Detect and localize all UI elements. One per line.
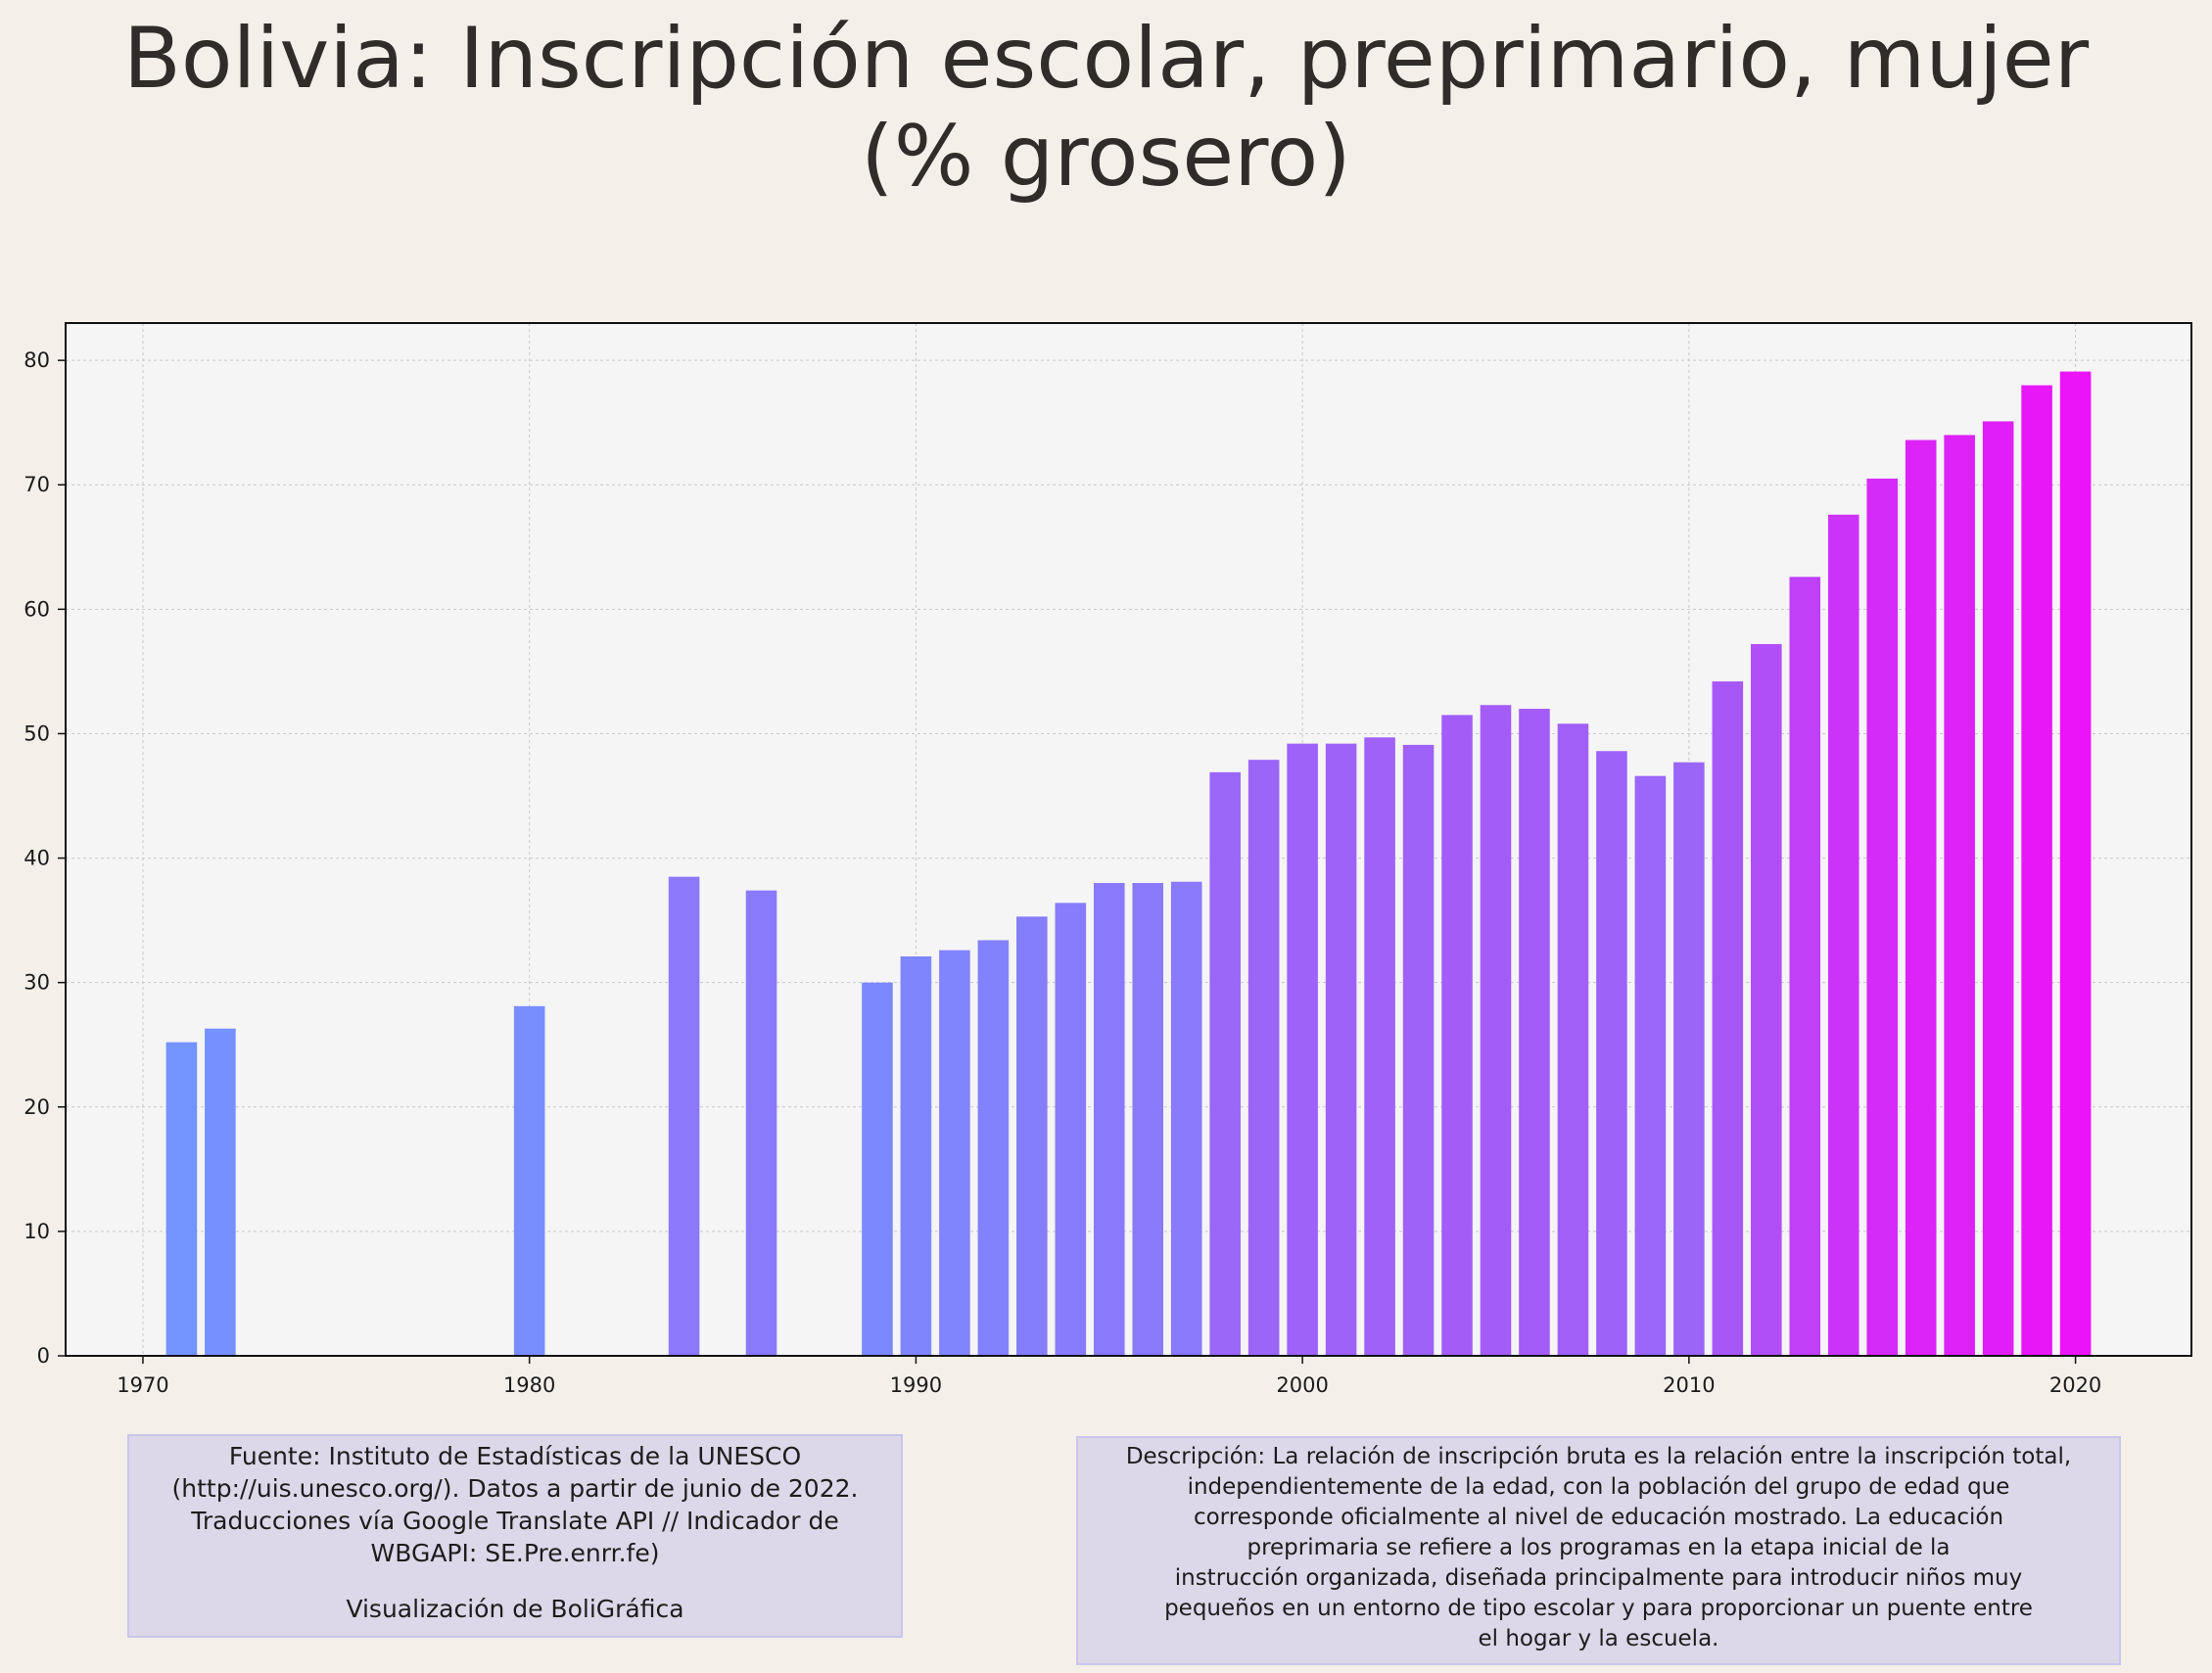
y-tick-label: 30 [24, 971, 50, 995]
plot-frame [65, 322, 2192, 1357]
bar-2008 [1596, 751, 1627, 1356]
bar-2006 [1519, 709, 1550, 1356]
x-tick-label: 1990 [890, 1373, 942, 1397]
y-tick-label: 20 [24, 1095, 50, 1119]
credit-text: Visualización de BoliGráfica [346, 1595, 684, 1623]
description-line: corresponde oficialmente al nivel de edu… [1193, 1505, 2004, 1530]
y-tick-label: 40 [24, 847, 50, 870]
description-line: pequeños en un entorno de tipo escolar y… [1164, 1596, 2033, 1621]
bar-2014 [1827, 514, 1859, 1356]
bar-1989 [862, 982, 893, 1356]
bar-1993 [1016, 916, 1048, 1356]
bar-2020 [2059, 371, 2092, 1357]
description-line: preprimaria se refiere a los programas e… [1247, 1535, 1951, 1560]
bar-2011 [1712, 681, 1744, 1356]
description-line: instrucción organizada, diseñada princip… [1174, 1565, 2023, 1591]
bar-1994 [1055, 903, 1087, 1356]
bar-chart: 1970 1980 1990 2000 2010 2020 0 10 20 30 40 50 60 70 8… [24, 322, 2192, 1397]
chart-title-line-2: (% grosero) [861, 108, 1351, 206]
bar-1990 [900, 955, 932, 1356]
y-tick-label: 70 [24, 473, 50, 496]
y-tick-label: 50 [24, 721, 50, 745]
bar-2018 [1982, 421, 2014, 1356]
source-box: Fuente: Instituto de Estadísticas de la … [127, 1434, 903, 1638]
description-box: Descripción: La relación de inscripción … [1076, 1436, 2121, 1665]
bar-1992 [977, 940, 1010, 1356]
description-line: el hogar y la escuela. [1478, 1626, 1719, 1651]
bar-1997 [1170, 881, 1202, 1356]
x-tick-label: 2020 [2049, 1373, 2101, 1397]
y-tick-label: 80 [24, 349, 50, 372]
bar-1998 [1209, 771, 1241, 1356]
bar-1971 [165, 1042, 198, 1356]
bars [165, 371, 2092, 1357]
chart-title: Bolivia: Inscripción escolar, preprimari… [0, 10, 2212, 206]
bar-2002 [1364, 737, 1395, 1356]
bar-2016 [1905, 440, 1937, 1356]
bar-1999 [1247, 760, 1280, 1356]
bar-2013 [1789, 577, 1821, 1356]
y-tick-label: 0 [37, 1344, 50, 1368]
bar-2000 [1287, 743, 1318, 1356]
x-tick-label: 2000 [1276, 1373, 1328, 1397]
source-line: (http://uis.unesco.org/). Datos a partir… [171, 1474, 859, 1503]
y-tick-label: 10 [24, 1220, 50, 1243]
description-line: Descripción: La relación de inscripción … [1125, 1444, 2072, 1469]
description-line: independientemente de la edad, con la po… [1187, 1474, 2010, 1500]
bar-2003 [1402, 744, 1435, 1356]
bar-1972 [205, 1028, 236, 1356]
bar-1995 [1093, 882, 1125, 1356]
x-tick-label: 1980 [503, 1373, 555, 1397]
source-line: WBGAPI: SE.Pre.enrr.fe) [370, 1539, 660, 1567]
bar-2007 [1557, 723, 1589, 1356]
bar-2019 [2021, 385, 2052, 1357]
bar-1991 [939, 950, 970, 1356]
x-tick-label: 1970 [117, 1373, 168, 1397]
x-tick-label: 2010 [1663, 1373, 1715, 1397]
bar-1986 [745, 890, 777, 1356]
bar-1980 [513, 1005, 545, 1356]
bar-2009 [1634, 775, 1667, 1356]
bar-2015 [1866, 478, 1899, 1357]
bar-2004 [1441, 715, 1473, 1356]
bar-1996 [1132, 882, 1164, 1356]
bar-2001 [1325, 743, 1357, 1356]
source-line: Traducciones vía Google Translate API //… [191, 1507, 839, 1535]
bar-2010 [1673, 762, 1705, 1356]
bar-2017 [1944, 435, 1975, 1356]
source-line: Fuente: Instituto de Estadísticas de la … [228, 1442, 802, 1470]
bar-1984 [668, 876, 700, 1356]
bar-2005 [1480, 705, 1512, 1356]
chart-title-line-1: Bolivia: Inscripción escolar, preprimari… [122, 10, 2090, 108]
bar-2012 [1751, 643, 1782, 1356]
y-tick-label: 60 [24, 597, 50, 621]
axis-ticks: 1970 1980 1990 2000 2010 2020 0 10 20 30 40 50 60 70 8… [24, 349, 2101, 1397]
